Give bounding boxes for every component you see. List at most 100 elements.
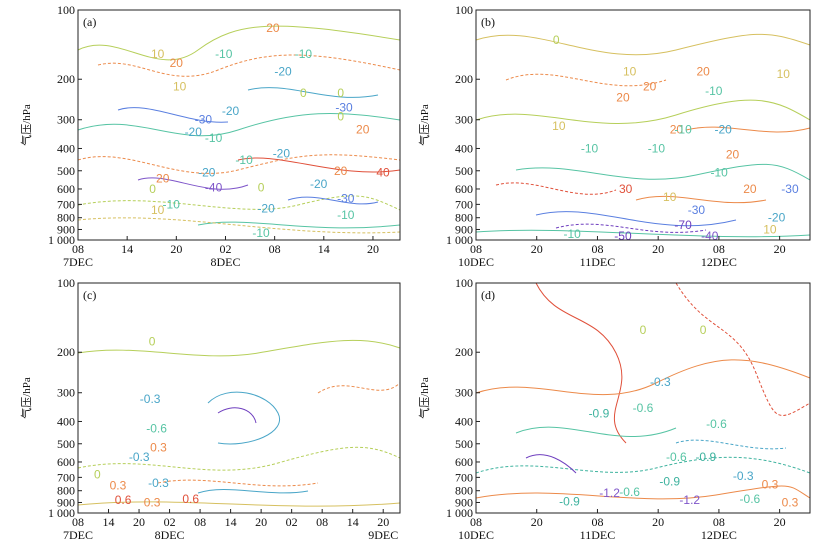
y-tick-label: 900 [57, 222, 75, 236]
contour-label: -0.6 [633, 401, 654, 415]
contour-label: -10 [215, 47, 233, 61]
contour-label: -10 [337, 208, 355, 222]
y-tick-label: 400 [57, 141, 75, 155]
contour-label: -30 [337, 191, 355, 205]
plot-frame [475, 9, 811, 241]
contour-line [535, 282, 627, 444]
y-tick-label: 700 [455, 470, 473, 484]
y-tick-label: 1 000 [48, 233, 75, 247]
panel-label: (a) [83, 15, 96, 29]
x-tick-label: 20 [133, 515, 145, 529]
panel-3: 0-0.3-0.6-0.300.3-0.30.30.6 0.3 0.6(c)1002… [19, 276, 401, 542]
contour-line [197, 221, 401, 229]
x-date-label: 8DEC [155, 528, 185, 542]
contour-line [117, 107, 229, 123]
contour-line [555, 223, 707, 233]
contour-label: 30 [619, 182, 633, 196]
x-tick-label: 14 [318, 242, 330, 256]
contour-label: -40 [701, 229, 719, 243]
contour-line [525, 454, 577, 474]
contour-label: 20 [643, 79, 657, 93]
contour-label: -20 [310, 177, 328, 191]
x-date-label: 8DEC [210, 255, 240, 269]
contour-label: -10 [235, 153, 253, 167]
x-tick-label: 20 [652, 242, 664, 256]
y-tick-label: 500 [455, 437, 473, 451]
contour-label: -0.9 [695, 450, 716, 464]
contour-label: 10 [663, 190, 677, 204]
x-tick-label: 02 [286, 515, 298, 529]
contour-label: 0 [94, 467, 101, 481]
contour-label: 0 [337, 86, 344, 100]
y-tick-label: 800 [57, 484, 75, 498]
y-tick-label: 600 [455, 182, 473, 196]
contour-label: 20 [356, 122, 370, 136]
contour-line [207, 391, 281, 445]
x-tick-label: 20 [255, 515, 267, 529]
contour-label: -0.9 [559, 494, 580, 508]
contour-label: 0.3 [782, 495, 799, 509]
contour-label: 0 [553, 33, 560, 47]
contour-label: -0.9 [589, 407, 610, 421]
contour-line [247, 87, 379, 98]
contour-label: 0 [149, 182, 156, 196]
x-tick-label: 08 [269, 242, 281, 256]
contour-lines [77, 339, 401, 507]
contour-line [77, 217, 401, 234]
x-tick-label: 08 [470, 242, 482, 256]
contour-line [475, 359, 811, 396]
y-axis-label: 气压/hPa [19, 104, 33, 146]
y-tick-label: 800 [455, 211, 473, 225]
contour-line [475, 456, 811, 474]
x-tick-label: 08 [316, 515, 328, 529]
x-date-label: 10DEC [458, 528, 494, 542]
panel-label: (d) [481, 288, 495, 302]
y-tick-label: 500 [57, 164, 75, 178]
x-tick-label: 02 [164, 515, 176, 529]
contour-label: 0.3 [762, 477, 779, 491]
contour-lines [475, 282, 811, 500]
contour-label: 0 [700, 323, 707, 337]
contour-line [317, 382, 401, 394]
y-tick-label: 100 [57, 3, 75, 17]
contour-label: 0.6 [115, 493, 132, 507]
contour-line [237, 157, 401, 173]
contour-label: -20 [257, 202, 275, 216]
y-tick-label: 900 [455, 222, 473, 236]
y-tick-label: 400 [57, 414, 75, 428]
y-axis-label: 气压/hPa [417, 377, 431, 419]
y-tick-label: 500 [57, 437, 75, 451]
contour-label: 40 [376, 166, 390, 180]
x-tick-label: 02 [219, 242, 231, 256]
contour-label: -20 [768, 211, 786, 225]
panel-label: (c) [83, 288, 96, 302]
contour-label: -0.6 [146, 422, 167, 436]
x-tick-label: 20 [377, 515, 389, 529]
y-tick-label: 1 000 [446, 506, 473, 520]
contour-line [77, 154, 401, 174]
contour-line [77, 339, 401, 357]
contour-label: -10 [163, 197, 181, 211]
contour-label: 0.3 [150, 441, 167, 455]
y-tick-label: 200 [57, 72, 75, 86]
contour-label: -10 [674, 122, 692, 136]
contour-label: 20 [743, 182, 757, 196]
contour-label: -20 [714, 122, 732, 136]
x-tick-label: 20 [774, 515, 786, 529]
y-tick-label: 300 [57, 386, 75, 400]
contour-line [197, 488, 309, 494]
contour-label: -30 [335, 100, 353, 114]
contour-label: 10 [552, 119, 566, 133]
y-tick-label: 300 [57, 113, 75, 127]
contour-line [675, 282, 811, 416]
x-tick-label: 08 [194, 515, 206, 529]
contour-line [77, 25, 401, 61]
y-tick-label: 100 [57, 276, 75, 290]
contour-label: -40 [205, 180, 223, 194]
contour-label: -0.3 [129, 450, 150, 464]
contour-label: 0 [258, 180, 265, 194]
contour-label: 0 [300, 86, 307, 100]
contour-line [515, 163, 811, 181]
x-tick-label: 14 [225, 515, 237, 529]
contour-line [495, 182, 617, 195]
